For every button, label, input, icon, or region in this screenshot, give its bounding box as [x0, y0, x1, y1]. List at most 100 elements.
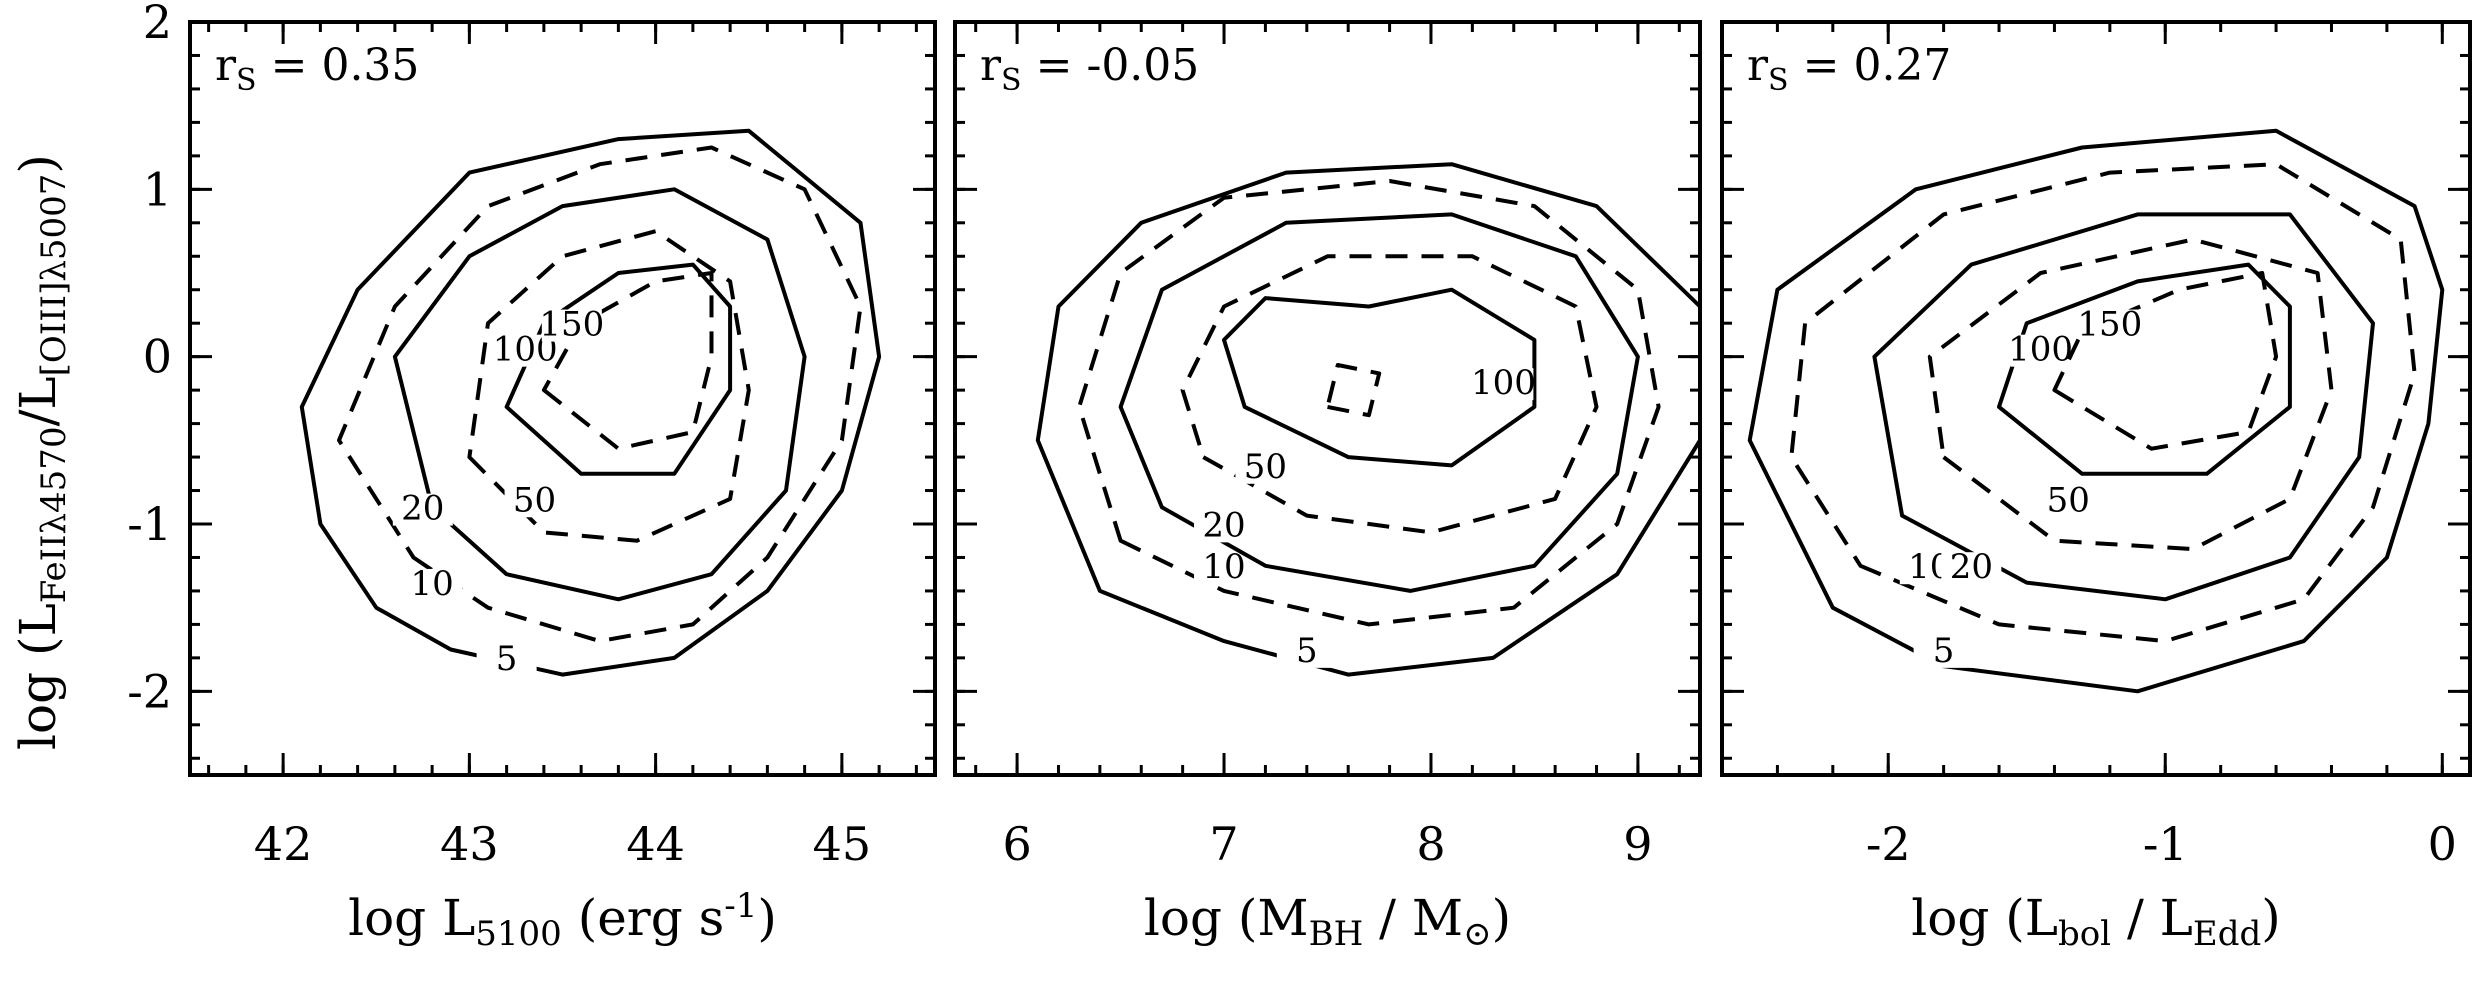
contour-level-100	[1997, 262, 2292, 476]
panel-frame	[1720, 20, 2472, 777]
contour-label-bg	[541, 309, 602, 342]
contour-label: 5	[1933, 631, 1955, 671]
contour-level-100	[1222, 287, 1537, 468]
contour-label-bg	[1913, 635, 1974, 668]
contour-level-100	[504, 262, 733, 476]
x-title-mid: / L	[2111, 889, 2193, 947]
contour-label: 50	[513, 480, 556, 520]
contour-label: 10	[410, 564, 453, 604]
y-title-suffix: )	[9, 154, 67, 174]
spearman-label: rS = -0.05	[980, 40, 1199, 98]
stat-subscript: S	[236, 63, 257, 98]
y-title-sub1: FeIIλ4570	[34, 426, 74, 603]
contour-label-bg	[476, 644, 537, 677]
contour-label-bg	[1194, 510, 1255, 543]
spearman-label: rS = 0.35	[215, 40, 419, 98]
y-title-prefix: log (L	[9, 603, 67, 750]
x-title-mid: / M	[1363, 889, 1463, 947]
x-axis-title: log (Lbol / LEdd)	[1911, 889, 2281, 954]
stat-subscript: S	[1001, 63, 1022, 98]
x-tick-label: 43	[440, 817, 499, 871]
x-title-sub: bol	[2058, 914, 2111, 954]
x-axis-title: log L5100 (erg s-1)	[348, 886, 777, 954]
contour-level-50	[1180, 254, 1599, 535]
contour-label: 100	[1471, 363, 1536, 403]
contour-label: 150	[539, 305, 604, 345]
x-title-sub2: ⊙	[1463, 914, 1492, 954]
x-title-sub: BH	[1309, 914, 1364, 954]
x-tick-label: 8	[1416, 817, 1445, 871]
contour-level-5	[299, 128, 882, 677]
stat-value: = 0.27	[1789, 40, 1952, 91]
y-title-sub2: [OIII]λ5007	[34, 174, 74, 377]
stat-symbol: r	[980, 40, 1002, 91]
contour-label: 50	[2047, 480, 2090, 520]
contour-level-20	[392, 187, 807, 602]
contour-label: 20	[1950, 547, 1993, 587]
x-title-sup: -1	[724, 886, 757, 926]
x-title-mid: (erg s	[562, 889, 724, 947]
y-tick-label: 0	[143, 330, 172, 384]
contour-level-150	[1325, 363, 1382, 418]
contour-label-bg	[1235, 451, 1296, 484]
x-tick-label: 7	[1209, 817, 1238, 871]
y-tick-label: -2	[127, 664, 172, 718]
x-tick-label: -2	[1866, 817, 1911, 871]
contour-label: 100	[2008, 330, 2073, 370]
stat-symbol: r	[215, 40, 237, 91]
x-tick-label: -1	[2143, 817, 2188, 871]
x-title-sub2: Edd	[2193, 914, 2261, 954]
stat-symbol: r	[1747, 40, 1769, 91]
contour-label: 10	[1202, 547, 1245, 587]
contour-level-10	[337, 145, 863, 644]
contour-level-10	[1077, 179, 1661, 627]
contour-level-5	[1747, 128, 2445, 694]
contour-label-bg	[392, 493, 453, 526]
panel-frame	[188, 20, 937, 777]
contour-label-bg	[2010, 334, 2071, 367]
contour-label: 20	[1202, 505, 1245, 545]
contour-label: 150	[2077, 305, 2142, 345]
contour-level-10	[1789, 162, 2417, 644]
x-tick-label: 45	[813, 817, 872, 871]
contour-label-bg	[1194, 552, 1255, 585]
x-tick-label: 44	[626, 817, 685, 871]
x-title-prefix: log (M	[1144, 889, 1309, 947]
stat-subscript: S	[1768, 63, 1789, 98]
contour-level-20	[1118, 212, 1640, 593]
x-axis-title: log (MBH / M⊙)	[1144, 889, 1511, 954]
contour-label-bg	[1276, 635, 1337, 668]
contour-label: 5	[496, 639, 518, 679]
x-title-suffix: )	[757, 889, 777, 947]
y-tick-label: -1	[127, 497, 172, 551]
contour-level-20	[1872, 212, 2375, 602]
contour-label-bg	[2079, 309, 2140, 342]
contour-level-50	[467, 229, 751, 543]
y-tick-label: 1	[143, 162, 172, 216]
contour-label: 20	[401, 489, 444, 529]
y-title-mid: /L	[9, 376, 67, 426]
y-tick-label: 2	[143, 0, 172, 49]
x-tick-label: 0	[2428, 817, 2457, 871]
x-tick-label: 42	[254, 817, 313, 871]
shared-y-axis-title: log (LFeIIλ4570/L[OIII]λ5007)	[9, 154, 74, 750]
x-title-sub: 5100	[475, 914, 562, 954]
contour-level-50	[1927, 237, 2334, 552]
spearman-label: rS = 0.27	[1747, 40, 1951, 98]
stat-value: = 0.35	[257, 40, 420, 91]
contour-label-bg	[1941, 552, 2002, 585]
contour-level-150	[541, 271, 714, 451]
x-title-prefix: log (L	[1911, 889, 2058, 947]
contour-label-bg	[504, 485, 565, 518]
x-title-suffix: )	[2261, 889, 2281, 947]
contour-label-bg	[402, 568, 463, 601]
x-tick-label: 6	[1002, 817, 1031, 871]
x-title-prefix: log L	[348, 889, 475, 947]
x-tick-label: 9	[1623, 817, 1652, 871]
contour-label: 50	[1244, 447, 1287, 487]
x-title-suffix: )	[1492, 889, 1512, 947]
